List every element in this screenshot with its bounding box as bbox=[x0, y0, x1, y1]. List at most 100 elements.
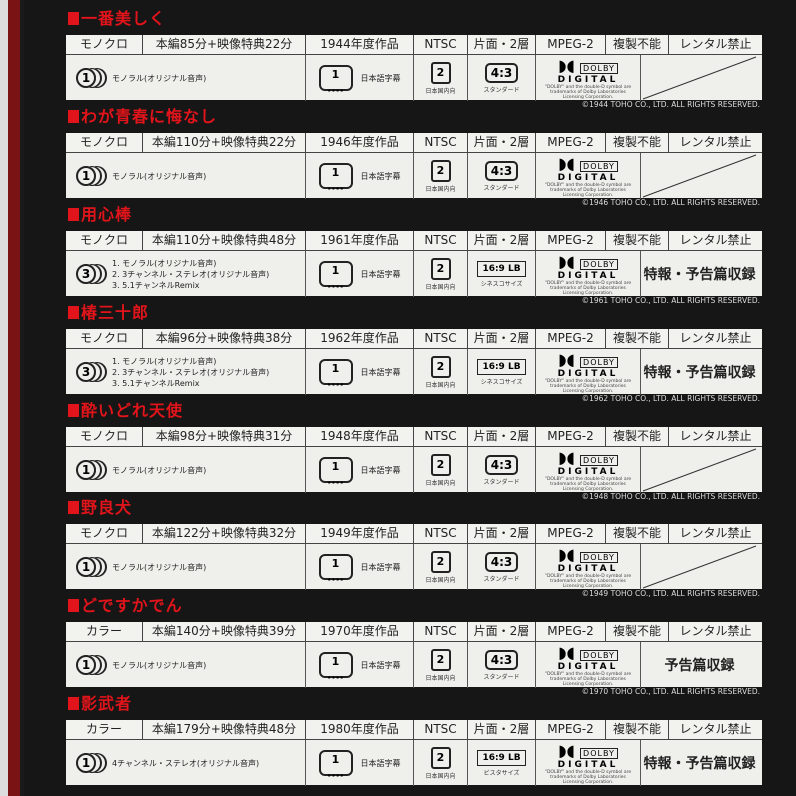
spec-header-row: カラー 本編140分+映像特典39分 1970年度作品 NTSC 片面・2層 M… bbox=[66, 622, 762, 641]
bullet-square-icon bbox=[68, 404, 79, 417]
subtitle-cell: 1 ···· 日本語字幕 bbox=[306, 251, 414, 297]
copyright: ©1948 TOHO CO., LTD. ALL RIGHTS RESERVED… bbox=[581, 492, 760, 501]
audio-cell: 1 4チャンネル・ステレオ(オリジナル音声) bbox=[66, 740, 306, 786]
dolby-cell: ◗◖ DOLBY DIGITAL "DOLBY" and the double-… bbox=[536, 55, 641, 101]
dolby-logo: ◗◖ DOLBY bbox=[558, 154, 618, 173]
copy-protection-label: 複製不能 bbox=[606, 35, 669, 54]
dolby-trademark: "DOLBY" and the double-D symbol are trad… bbox=[544, 85, 632, 100]
region-label: 日本国内向 bbox=[425, 674, 456, 682]
aspect-label: シネスコサイズ bbox=[480, 378, 523, 386]
subtitle-cell: 1 ···· 日本語字幕 bbox=[306, 349, 414, 395]
ntsc-label: NTSC bbox=[414, 35, 468, 54]
color-format: モノクロ bbox=[66, 427, 143, 446]
copy-protection-label: 複製不能 bbox=[606, 329, 669, 348]
film-spec-block: わが青春に悔なし モノクロ 本編110分+映像特典22分 1946年度作品 NT… bbox=[66, 107, 764, 207]
aspect-icon: 4:3 bbox=[484, 454, 519, 475]
color-format: モノクロ bbox=[66, 524, 143, 543]
audio-cell: 1 モノラル(オリジナル音声) bbox=[66, 642, 306, 688]
aspect-icon: 16:9 LB bbox=[477, 358, 526, 375]
region-label: 日本国内向 bbox=[425, 576, 456, 584]
dolby-logo: ◗◖ DOLBY bbox=[558, 545, 618, 564]
dolby-digital-text: DIGITAL bbox=[557, 173, 619, 183]
layers-label: 片面・2層 bbox=[468, 427, 536, 446]
extra-features: 予告篇収録 bbox=[664, 658, 735, 674]
aspect-cell: 4:3 スタンダード bbox=[468, 153, 536, 199]
dolby-digital-text: DIGITAL bbox=[557, 75, 619, 85]
runtime: 本編140分+映像特典39分 bbox=[143, 622, 306, 641]
box-edge bbox=[0, 0, 24, 796]
mpeg-label: MPEG-2 bbox=[536, 622, 606, 641]
region-2-icon: 2 bbox=[430, 453, 451, 476]
extra-features: 特報・予告篇収録 bbox=[643, 267, 756, 283]
aspect-cell: 4:3 スタンダード bbox=[468, 642, 536, 688]
bullet-square-icon bbox=[68, 110, 79, 123]
film-title: 酔いどれ天使 bbox=[68, 401, 183, 421]
runtime: 本編85分+映像特典22分 bbox=[143, 35, 306, 54]
spec-body-row: 3 1. モノラル(オリジナル音声) 2. 3チャンネル・ステレオ(オリジナル音声… bbox=[66, 348, 762, 395]
film-spec-block: 酔いどれ天使 モノクロ 本編98分+映像特典31分 1948年度作品 NTSC … bbox=[66, 401, 764, 501]
aspect-cell: 4:3 スタンダード bbox=[468, 447, 536, 493]
rental-prohibited-label: レンタル禁止 bbox=[679, 135, 752, 149]
subtitle-icon: 1 ···· bbox=[318, 261, 353, 293]
ntsc-label: NTSC bbox=[414, 622, 468, 641]
region-cell: 2 日本国内向 bbox=[414, 153, 468, 199]
audio-tracks-icon: 1 bbox=[76, 68, 96, 88]
aspect-icon: 16:9 LB bbox=[477, 749, 526, 766]
copyright: ©1970 TOHO CO., LTD. ALL RIGHTS RESERVED… bbox=[581, 687, 760, 696]
aspect-cell: 16:9 LB ビスタサイズ bbox=[468, 740, 536, 786]
audio-track: 3. 5.1チャンネルRemix bbox=[112, 280, 200, 290]
copy-protection-label: 複製不能 bbox=[606, 231, 669, 250]
bullet-square-icon bbox=[68, 208, 79, 221]
extra-cell bbox=[641, 544, 758, 590]
film-spec-block: どですかでん カラー 本編140分+映像特典39分 1970年度作品 NTSC … bbox=[66, 596, 764, 696]
extra-cell bbox=[641, 153, 758, 199]
empty-cell-slash bbox=[642, 545, 757, 589]
aspect-cell: 4:3 スタンダード bbox=[468, 55, 536, 101]
subtitle-icon: 1 ···· bbox=[318, 554, 353, 586]
dolby-cell: ◗◖ DOLBY DIGITAL "DOLBY" and the double-… bbox=[536, 349, 641, 395]
region-2-icon: 2 bbox=[430, 746, 451, 769]
ntsc-label: NTSC bbox=[414, 720, 468, 739]
region-label: 日本国内向 bbox=[425, 283, 456, 291]
ntsc-label: NTSC bbox=[414, 231, 468, 250]
bullet-square-icon bbox=[68, 306, 79, 319]
audio-tracks-icon: 3 bbox=[76, 264, 96, 284]
layers-label: 片面・2層 bbox=[468, 720, 536, 739]
spec-header-row: モノクロ 本編122分+映像特典32分 1949年度作品 NTSC 片面・2層 … bbox=[66, 524, 762, 543]
spec-body-row: 1 モノラル(オリジナル音声) 1 ···· 日本語字幕 2 日本国内向 4:3 … bbox=[66, 641, 762, 688]
film-title: 用心棒 bbox=[68, 205, 132, 225]
region-2-icon: 2 bbox=[430, 159, 451, 182]
production-year: 1948年度作品 bbox=[306, 427, 414, 446]
audio-cell: 1 モノラル(オリジナル音声) bbox=[66, 544, 306, 590]
dolby-logo: ◗◖ DOLBY bbox=[558, 350, 618, 369]
dolby-cell: ◗◖ DOLBY DIGITAL "DOLBY" and the double-… bbox=[536, 251, 641, 297]
color-format: モノクロ bbox=[66, 35, 143, 54]
bullet-square-icon bbox=[68, 501, 79, 514]
region-cell: 2 日本国内向 bbox=[414, 740, 468, 786]
subtitle-label: 日本語字幕 bbox=[360, 269, 401, 279]
production-year: 1980年度作品 bbox=[306, 720, 414, 739]
spec-header-row: モノクロ 本編110分+映像特典48分 1961年度作品 NTSC 片面・2層 … bbox=[66, 231, 762, 250]
spec-body-row: 1 モノラル(オリジナル音声) 1 ···· 日本語字幕 2 日本国内向 4:3 … bbox=[66, 446, 762, 493]
dolby-cell: ◗◖ DOLBY DIGITAL "DOLBY" and the double-… bbox=[536, 153, 641, 199]
bullet-square-icon bbox=[68, 12, 79, 25]
region-2-icon: 2 bbox=[430, 355, 451, 378]
layers-label: 片面・2層 bbox=[468, 231, 536, 250]
color-format: カラー bbox=[66, 622, 143, 641]
audio-cell: 1 モノラル(オリジナル音声) bbox=[66, 153, 306, 199]
spec-body-row: 3 1. モノラル(オリジナル音声) 2. 3チャンネル・ステレオ(オリジナル音声… bbox=[66, 250, 762, 297]
subtitle-cell: 1 ···· 日本語字幕 bbox=[306, 55, 414, 101]
color-format: モノクロ bbox=[66, 133, 143, 152]
dolby-logo: ◗◖ DOLBY bbox=[558, 56, 618, 75]
runtime: 本編110分+映像特典22分 bbox=[143, 133, 306, 152]
rental-prohibited-label: レンタル禁止 bbox=[679, 233, 752, 247]
audio-cell: 3 1. モノラル(オリジナル音声) 2. 3チャンネル・ステレオ(オリジナル音声… bbox=[66, 251, 306, 297]
region-2-icon: 2 bbox=[430, 550, 451, 573]
production-year: 1962年度作品 bbox=[306, 329, 414, 348]
aspect-label: シネスコサイズ bbox=[480, 280, 523, 288]
spec-header-row: カラー 本編179分+映像特典48分 1980年度作品 NTSC 片面・2層 M… bbox=[66, 720, 762, 739]
dolby-trademark: "DOLBY" and the double-D symbol are trad… bbox=[544, 672, 632, 687]
layers-label: 片面・2層 bbox=[468, 35, 536, 54]
subtitle-label: 日本語字幕 bbox=[360, 73, 401, 83]
extra-cell: 特報・予告篇収録 bbox=[641, 251, 758, 297]
